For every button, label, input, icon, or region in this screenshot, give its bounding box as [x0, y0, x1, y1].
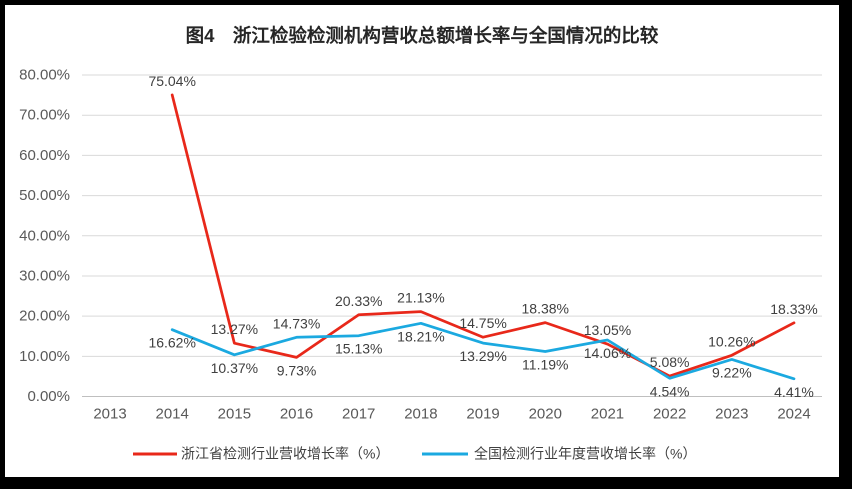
svg-text:2018: 2018	[404, 406, 437, 423]
svg-text:5.08%: 5.08%	[650, 354, 690, 370]
svg-text:2021: 2021	[591, 406, 624, 423]
svg-text:2023: 2023	[715, 406, 748, 423]
svg-text:9.22%: 9.22%	[712, 364, 752, 380]
svg-text:18.21%: 18.21%	[397, 328, 444, 344]
svg-text:21.13%: 21.13%	[397, 290, 444, 306]
svg-text:2013: 2013	[93, 406, 126, 423]
svg-text:浙江省检测行业营收增长率（%）: 浙江省检测行业营收增长率（%）	[181, 446, 389, 462]
svg-text:10.26%: 10.26%	[708, 333, 755, 349]
svg-text:2019: 2019	[466, 406, 499, 423]
svg-text:全国检测行业年度营收增长率（%）: 全国检测行业年度营收增长率（%）	[474, 446, 696, 462]
svg-text:40.00%: 40.00%	[19, 227, 70, 244]
svg-text:18.33%: 18.33%	[770, 301, 817, 317]
svg-text:9.73%: 9.73%	[277, 362, 317, 378]
svg-text:15.13%: 15.13%	[335, 341, 382, 357]
svg-text:2022: 2022	[653, 406, 686, 423]
svg-text:60.00%: 60.00%	[19, 147, 70, 164]
svg-text:4.41%: 4.41%	[774, 384, 814, 400]
svg-text:20.00%: 20.00%	[19, 308, 70, 325]
svg-text:14.73%: 14.73%	[273, 315, 320, 331]
svg-text:2015: 2015	[218, 406, 251, 423]
svg-text:10.37%: 10.37%	[211, 360, 258, 376]
svg-text:2024: 2024	[777, 406, 810, 423]
svg-text:2014: 2014	[155, 406, 188, 423]
svg-text:13.27%: 13.27%	[211, 321, 258, 337]
svg-text:2017: 2017	[342, 406, 375, 423]
svg-text:2020: 2020	[529, 406, 562, 423]
svg-text:11.19%: 11.19%	[522, 357, 568, 373]
svg-text:14.06%: 14.06%	[584, 345, 631, 361]
svg-text:70.00%: 70.00%	[19, 107, 70, 124]
svg-text:4.54%: 4.54%	[650, 383, 690, 399]
svg-text:0.00%: 0.00%	[27, 388, 70, 405]
svg-text:13.05%: 13.05%	[584, 322, 631, 338]
svg-text:50.00%: 50.00%	[19, 187, 70, 204]
svg-text:30.00%: 30.00%	[19, 267, 70, 284]
svg-text:20.33%: 20.33%	[335, 293, 382, 309]
svg-text:75.04%: 75.04%	[148, 73, 195, 89]
svg-text:14.75%: 14.75%	[459, 315, 506, 331]
svg-text:16.62%: 16.62%	[148, 335, 195, 351]
svg-text:18.38%: 18.38%	[522, 301, 569, 317]
svg-text:2016: 2016	[280, 406, 313, 423]
svg-text:10.00%: 10.00%	[19, 348, 70, 365]
svg-text:80.00%: 80.00%	[19, 67, 70, 84]
svg-text:13.29%: 13.29%	[459, 348, 506, 364]
